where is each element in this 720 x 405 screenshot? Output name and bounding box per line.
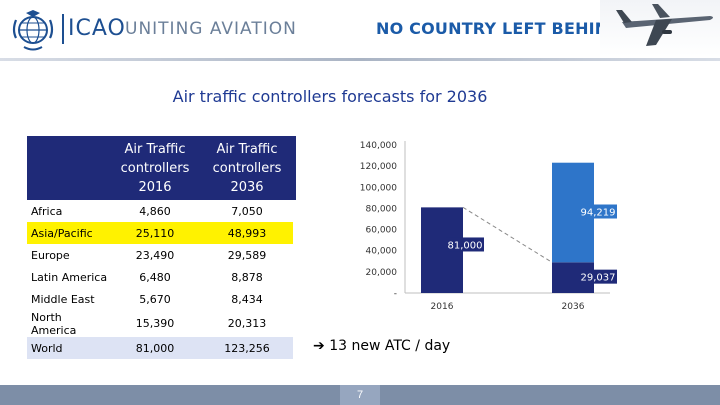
icao-emblem-icon	[12, 10, 54, 51]
value-2036-cell: 123,256	[201, 336, 293, 360]
footer-bar: 7	[0, 385, 720, 405]
table-header-region	[27, 136, 109, 200]
value-2016-cell: 6,480	[139, 271, 171, 285]
brand-text: ICAO	[68, 16, 126, 41]
data-label-box	[446, 237, 484, 252]
value-2016-cell: 5,670	[139, 293, 171, 307]
atc-forecast-table: Air Traffic controllers 2016 Air Traffic…	[27, 136, 296, 360]
atc-stacked-bar-chart: - 20,000 40,000 60,000 80,000 100,000 120,000 1…	[360, 141, 617, 312]
y-tick-label: 40,000	[366, 247, 398, 257]
y-tick-label: 120,000	[360, 162, 397, 172]
region-cell: Africa	[31, 204, 63, 218]
y-tick-label: 140,000	[360, 141, 397, 151]
table-header-2036: Air Traffic controllers 2036	[201, 136, 293, 200]
y-tick-label: 100,000	[360, 183, 397, 193]
y-tick-label: -	[394, 289, 397, 299]
data-label-box	[579, 204, 617, 219]
note-text: 13 new ATC / day	[329, 338, 451, 354]
airplane-icon	[600, 0, 720, 56]
value-2036-cell: 8,878	[231, 271, 263, 285]
arrow-right-icon: ➔	[313, 338, 325, 354]
header-bar: ICAO UNITING AVIATION NO COUNTRY LEFT BE…	[0, 0, 720, 61]
header-divider	[0, 58, 720, 61]
data-label: 81,000	[448, 240, 483, 251]
table-row: Latin America 6,480 8,878	[27, 267, 296, 289]
value-2036-cell: 48,993	[201, 222, 293, 245]
tagline-text: UNITING AVIATION	[125, 19, 297, 39]
value-2036-cell: 8,434	[231, 293, 263, 307]
value-2036-cell: 20,313	[227, 317, 267, 331]
value-2036-cell: 29,589	[227, 248, 267, 262]
table-header-2016: Air Traffic controllers 2016	[109, 136, 201, 200]
value-2016-cell: 4,860	[139, 204, 171, 218]
value-2016-cell: 23,490	[135, 248, 175, 262]
x-tick-label: 2016	[431, 302, 454, 312]
table-row: North America 15,390 20,313	[27, 311, 296, 337]
data-label-box	[579, 269, 617, 284]
table-row: Europe 23,490 29,589	[27, 244, 296, 266]
slide-title: Air traffic controllers forecasts for 20…	[172, 87, 488, 106]
table-row: Asia/Pacific 25,110 48,993	[27, 222, 296, 245]
value-2016-cell: 81,000	[109, 336, 201, 360]
region-cell: Asia/Pacific	[27, 222, 109, 245]
y-tick-label: 20,000	[366, 268, 398, 278]
page-number: 7	[356, 389, 364, 401]
logo-separator	[62, 14, 64, 44]
table-row: Middle East 5,670 8,434	[27, 289, 296, 311]
value-2036-cell: 7,050	[231, 204, 263, 218]
x-tick-label: 2036	[562, 302, 585, 312]
value-2016-cell: 25,110	[109, 222, 201, 245]
table-row: Africa 4,860 7,050	[27, 200, 296, 222]
y-tick-label: 60,000	[366, 226, 398, 236]
region-cell: North America	[31, 310, 77, 337]
region-cell: Latin America	[31, 271, 108, 285]
slogan-text: NO COUNTRY LEFT BEHIND	[376, 19, 622, 38]
data-label: 94,219	[581, 208, 616, 219]
page-number-box	[340, 385, 380, 405]
table-row-world: World 81,000 123,256	[27, 336, 296, 360]
y-tick-label: 80,000	[366, 204, 398, 214]
region-cell: Middle East	[31, 293, 95, 307]
atc-per-day-note: ➔ 13 new ATC / day	[313, 336, 450, 356]
region-cell: Europe	[31, 248, 70, 262]
data-label: 29,037	[581, 273, 616, 284]
table-header-spacer	[293, 136, 296, 200]
table-header-row: Air Traffic controllers 2016 Air Traffic…	[27, 136, 296, 200]
region-cell: World	[27, 336, 109, 360]
connector-line	[462, 206, 553, 263]
value-2016-cell: 15,390	[135, 317, 175, 331]
